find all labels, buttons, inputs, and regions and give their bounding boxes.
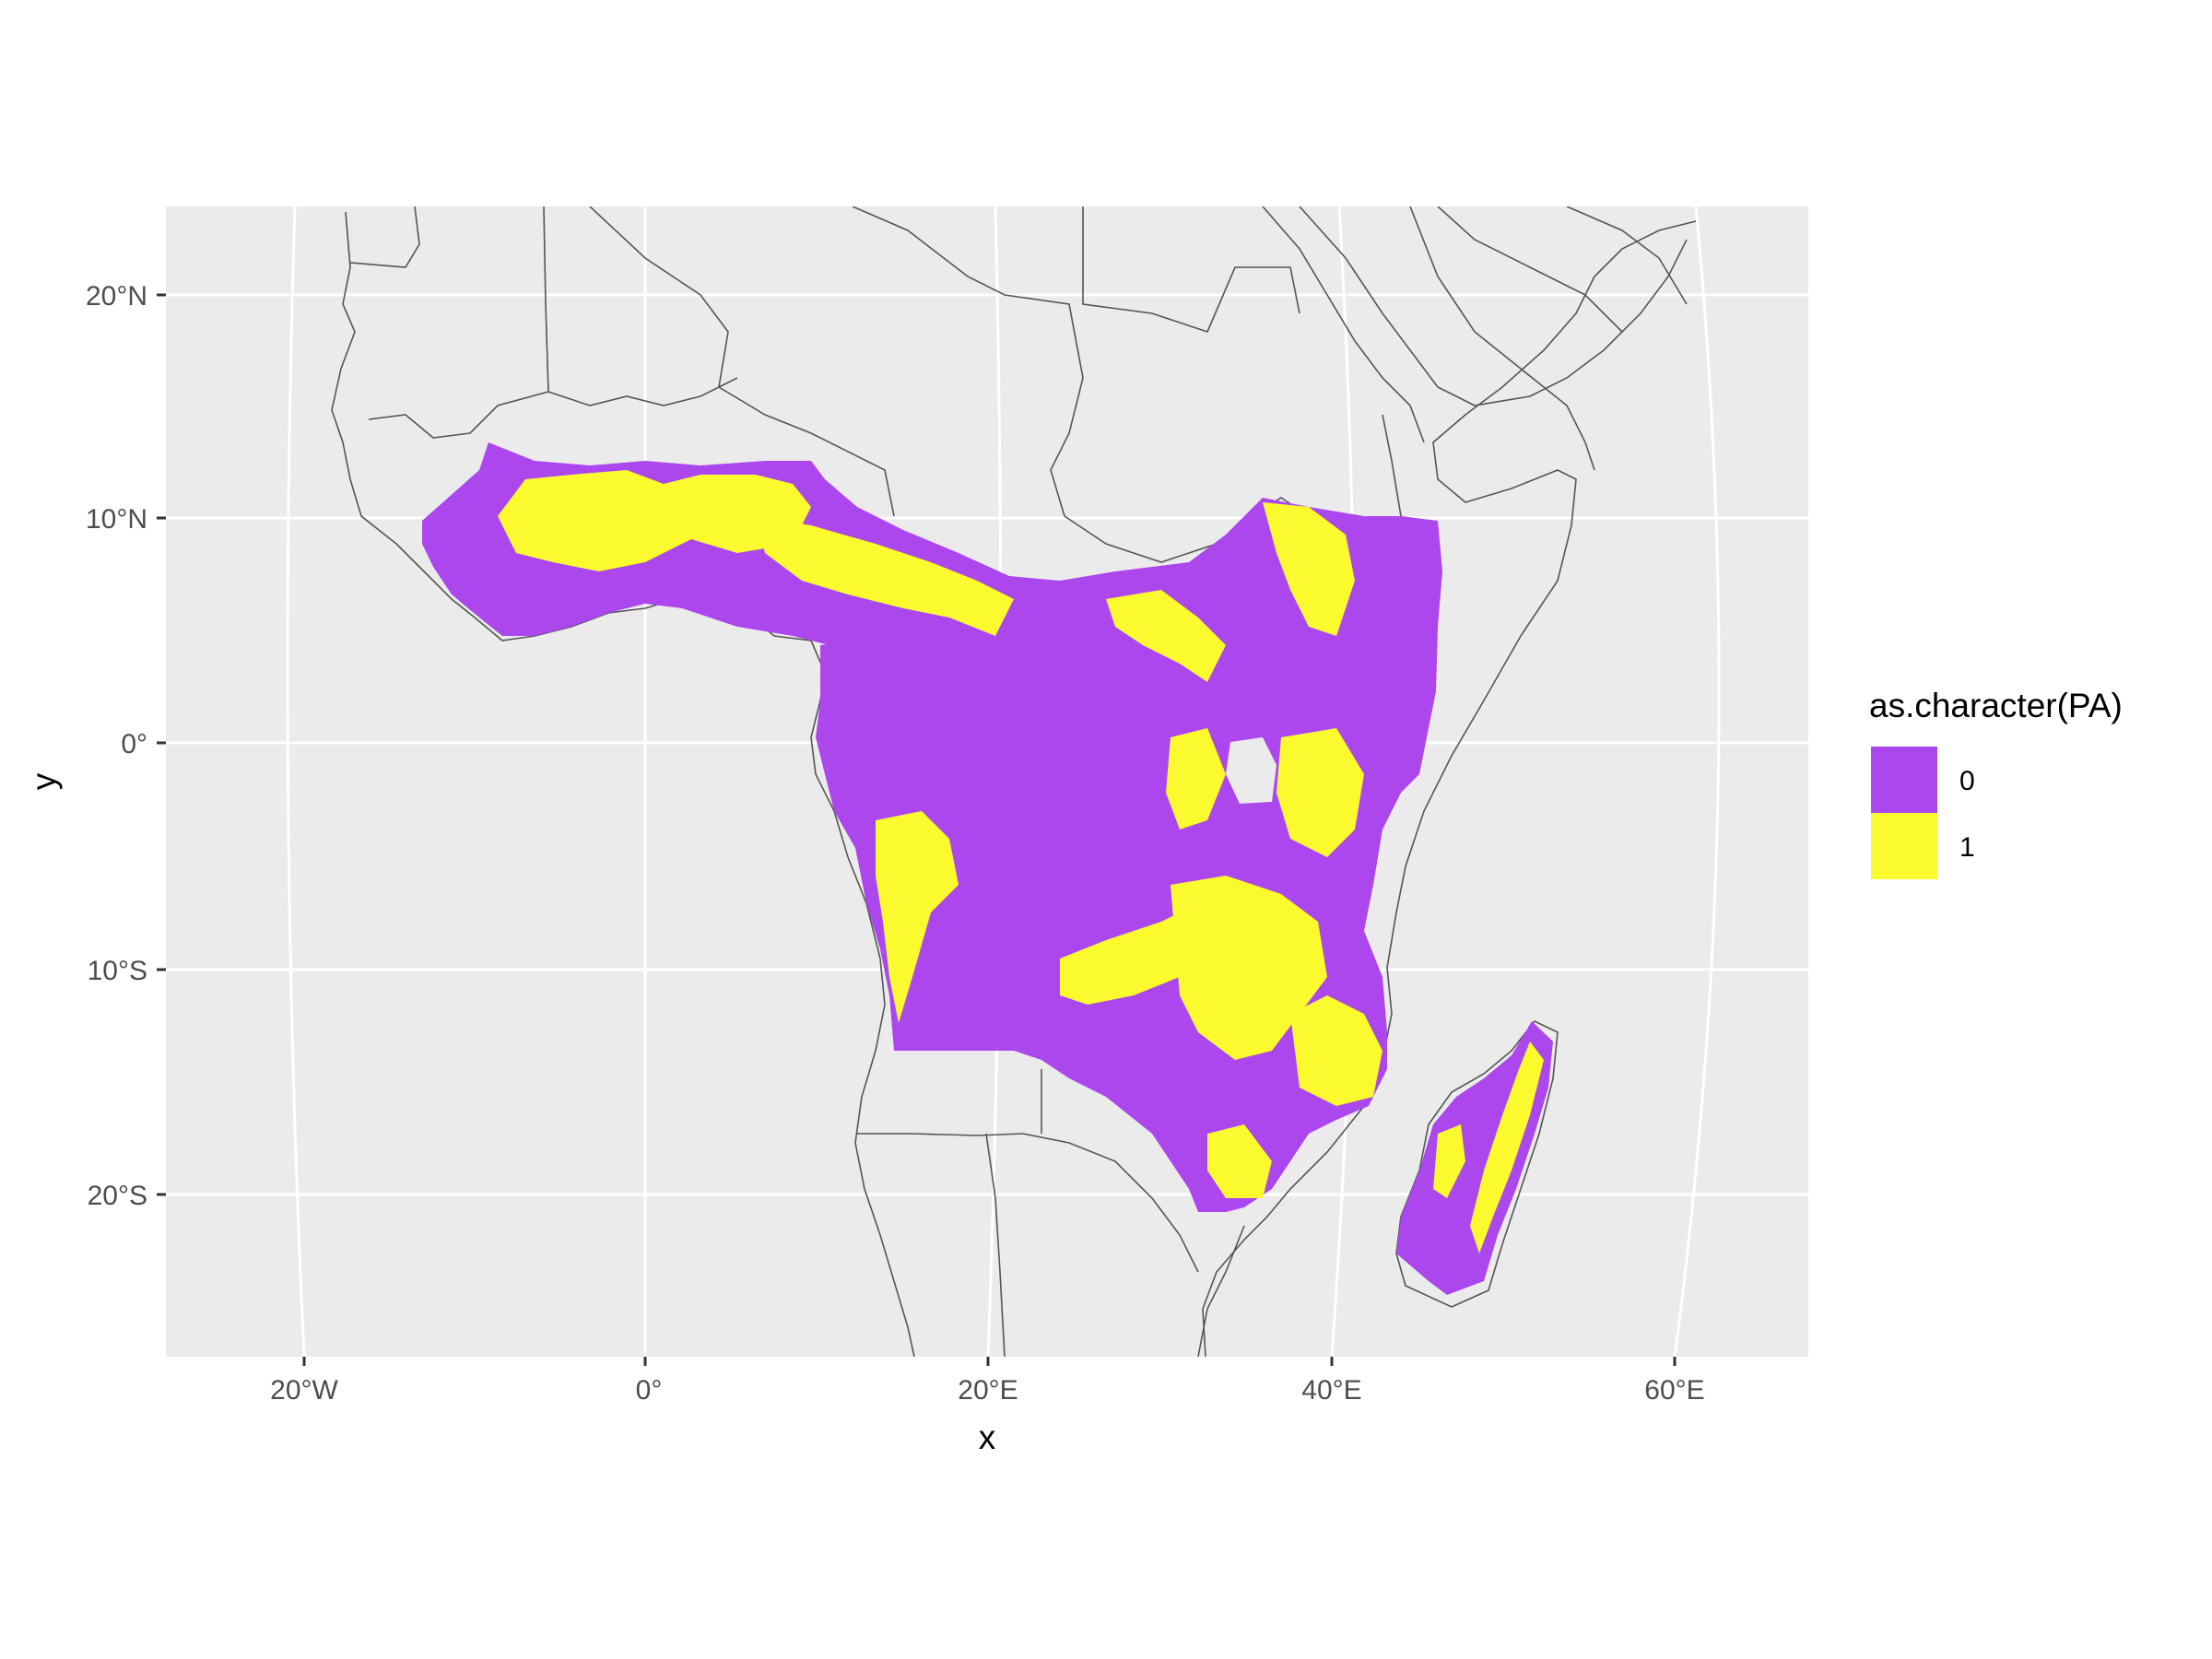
meridian-20w [286, 206, 306, 1357]
region-pa-0-central-east [816, 498, 1442, 1212]
border-16 [1197, 1225, 1245, 1357]
y-tick-label-20n: 20°N [86, 281, 147, 312]
legend-key-1 [1871, 813, 1937, 879]
y-axis: 20°N 10°N 0° 10°S 20°S y [25, 281, 166, 1211]
y-tick-label-0: 0° [121, 729, 147, 759]
patch-13 [1433, 1124, 1465, 1198]
y-tick-label-10n: 10°N [86, 504, 147, 535]
madagascar-outline [1395, 1020, 1559, 1308]
patch-2 [756, 516, 1014, 636]
x-tick-label-40e: 40°E [1301, 1375, 1361, 1406]
border-1 [368, 206, 549, 439]
patch-1 [498, 470, 811, 571]
y-axis-title: y [25, 772, 63, 790]
x-tick-label-60e: 60°E [1644, 1375, 1704, 1406]
border-6 [1082, 206, 1300, 333]
raster-layer [422, 442, 1553, 1295]
legend-label-1: 1 [1959, 832, 1975, 863]
border-3 [349, 206, 420, 268]
border-18 [1437, 206, 1623, 333]
legend-key-0 [1871, 747, 1937, 813]
patch-7 [876, 811, 959, 1023]
border-12 [857, 1133, 1199, 1273]
x-tick-label-0: 0° [636, 1375, 663, 1406]
patch-5 [1166, 728, 1226, 830]
patch-11 [1207, 1124, 1272, 1198]
legend: as.character(PA) 0 1 [1869, 687, 2123, 879]
lake-victoria-gap [1226, 737, 1277, 804]
legend-label-0: 0 [1959, 766, 1975, 796]
patch-12 [1470, 1041, 1544, 1253]
border-17 [1409, 206, 1595, 471]
x-tick-label-20w: 20°W [270, 1375, 338, 1406]
meridian-60e [1673, 206, 1721, 1357]
red-sea-coast [1262, 206, 1425, 443]
patch-9 [1171, 876, 1327, 1060]
border-4 [589, 206, 895, 517]
x-tick-label-20e: 20°E [958, 1375, 1018, 1406]
legend-title: as.character(PA) [1869, 687, 2123, 724]
presence-patches [498, 470, 1544, 1253]
border-2 [547, 377, 738, 406]
arabia-coast [1299, 206, 1688, 406]
patch-3 [1263, 502, 1355, 636]
patch-4 [1106, 590, 1226, 682]
patch-6 [1277, 728, 1364, 857]
x-axis-title: x [979, 1418, 996, 1456]
y-tick-label-10s: 10°S [88, 956, 147, 986]
y-tick-label-20s: 20°S [88, 1181, 147, 1211]
border-19 [1566, 206, 1688, 305]
patch-10 [1290, 995, 1382, 1106]
border-5 [852, 206, 1084, 517]
x-axis: 20°W 0° 20°E 40°E 60°E x [270, 1357, 1705, 1456]
east-africa-coastline [1202, 220, 1697, 1357]
border-13 [985, 1133, 1006, 1357]
